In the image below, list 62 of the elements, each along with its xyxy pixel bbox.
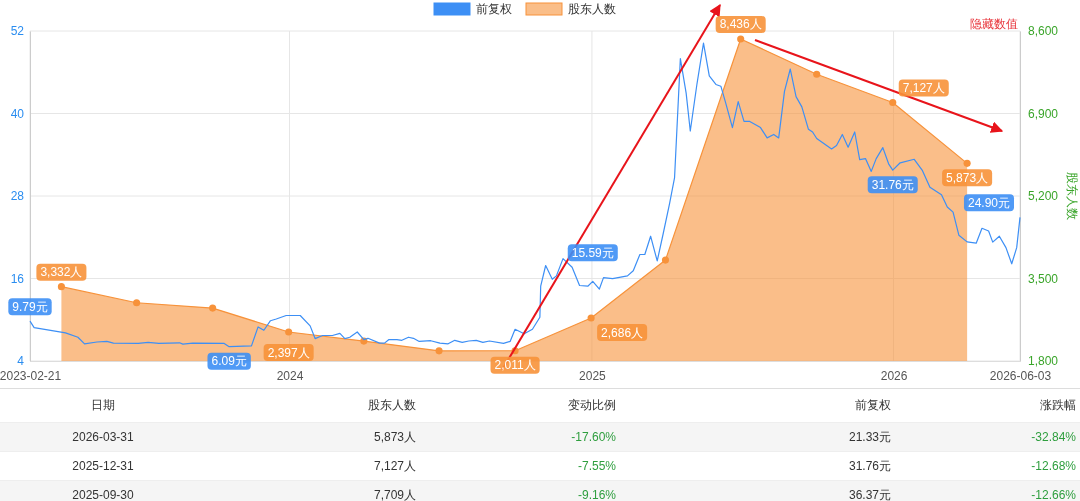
- y-tick-label: 40: [10, 106, 25, 121]
- text: -7.55%: [576, 459, 617, 473]
- data-label: 5,873人: [946, 170, 989, 185]
- y2-axis-title: 股东人数: [1065, 172, 1079, 220]
- y-tick-label: 52: [10, 24, 25, 39]
- data-label: 8,436人: [719, 17, 762, 32]
- data-label: 24.90元: [967, 195, 1010, 210]
- text: 7,709人: [372, 486, 417, 501]
- text: 2025-09-30: [71, 488, 135, 501]
- point: [435, 347, 443, 355]
- text: 2025-12-31: [71, 459, 135, 473]
- x-tick-label: 2025: [579, 368, 607, 383]
- y-tick-label: 28: [10, 189, 25, 204]
- y-tick-label: 4: [17, 354, 25, 369]
- y-tick-label: 16: [10, 271, 25, 286]
- y2-tick-label: 5,200: [1028, 189, 1059, 204]
- text: 5,873人: [372, 428, 417, 446]
- point: [57, 283, 65, 291]
- point: [737, 35, 745, 43]
- data-label: 2,686人: [601, 325, 644, 340]
- text: 7,127人: [372, 457, 417, 475]
- text: 股东人数: [367, 397, 417, 414]
- x-tick-label: 2024: [276, 368, 304, 383]
- x-tick-label: 2026: [880, 368, 908, 383]
- data-label: 2,397人: [267, 345, 310, 360]
- point: [963, 159, 971, 167]
- point: [813, 70, 821, 78]
- text: 2026-03-31: [71, 430, 135, 444]
- point: [661, 256, 670, 264]
- text: 变动比例: [567, 397, 617, 414]
- point: [209, 304, 217, 312]
- text: 36.37元: [847, 486, 892, 501]
- point: [587, 314, 595, 322]
- annotation: 隐藏数值: [970, 17, 1018, 31]
- data-label: 3,332人: [40, 265, 83, 280]
- data-label: 2,011人: [494, 358, 536, 373]
- legend-label: 股东人数: [568, 2, 616, 16]
- y2-tick-label: 6,900: [1028, 106, 1059, 121]
- x-tick-label: 2026-06-03: [989, 368, 1052, 383]
- point: [133, 299, 141, 307]
- data-label: 7,127人: [902, 80, 945, 95]
- y2-tick-label: 3,500: [1028, 271, 1059, 286]
- text: -9.16%: [576, 488, 617, 501]
- text: 21.33元: [847, 428, 892, 446]
- data-label: 15.59元: [571, 245, 614, 260]
- text: -32.84%: [1030, 430, 1077, 444]
- text: -12.68%: [1030, 459, 1077, 473]
- text: 日期: [90, 397, 116, 414]
- point: [889, 98, 897, 107]
- text: 31.76元: [847, 457, 892, 475]
- text: 前复权: [854, 397, 892, 414]
- y2-tick-label: 8,600: [1028, 24, 1059, 39]
- data-label: 6.09元: [211, 354, 247, 369]
- data-label: 31.76元: [871, 177, 914, 192]
- y2-tick-label: 1,800: [1028, 354, 1059, 369]
- text: -12.66%: [1030, 488, 1077, 501]
- legend-label: 前复权: [476, 2, 512, 16]
- x-tick-label: 2023-02-21: [0, 368, 62, 383]
- point: [285, 328, 293, 336]
- data-label: 9.79元: [12, 299, 48, 314]
- text: -17.60%: [570, 430, 617, 444]
- text: 涨跌幅: [1039, 397, 1077, 414]
